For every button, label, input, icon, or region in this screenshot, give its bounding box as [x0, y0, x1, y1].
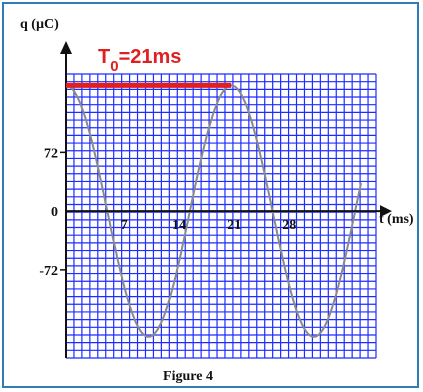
y-tick-label: 72 [44, 146, 58, 161]
figure-caption: Figure 4 [163, 369, 213, 384]
y-tick-label: 0 [51, 205, 58, 220]
y-axis-label: q (µC) [20, 17, 59, 32]
y-tick-label: -72 [39, 264, 58, 279]
y-axis-arrow [60, 41, 72, 54]
x-tick-label: 7 [121, 218, 128, 233]
charge-curve [65, 84, 363, 338]
x-axis-arrow [380, 205, 392, 218]
y-tick-marks [60, 151, 66, 271]
tick-labels: 72 0 -72 7 14 21 28 [39, 146, 296, 279]
x-tick-label: 28 [282, 218, 296, 233]
period-label: T0=21ms [98, 46, 181, 75]
x-tick-label: 21 [227, 218, 241, 233]
x-tick-label: 14 [172, 218, 186, 233]
figure-frame [2, 2, 419, 388]
x-axis-label: t (ms) [379, 212, 414, 227]
